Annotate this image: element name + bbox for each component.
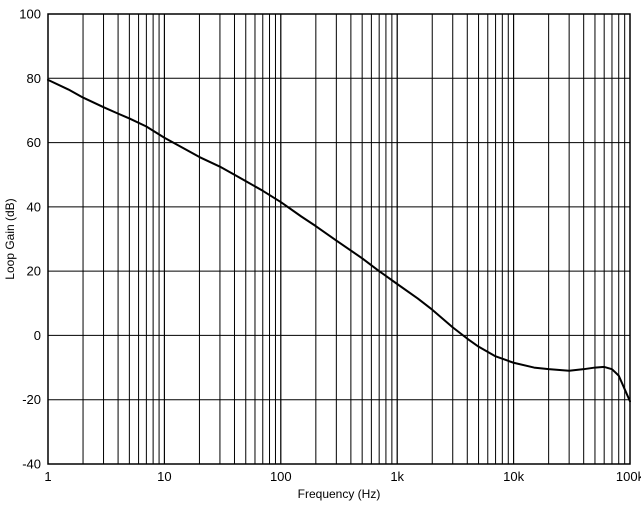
y-tick-label: -20 [22,392,41,407]
y-tick-label: 40 [27,199,41,214]
x-axis-title: Frequency (Hz) [297,487,381,501]
x-tick-label: 100 [270,469,292,484]
x-tick-label: 10 [157,469,171,484]
x-tick-label: 100k [616,469,641,484]
plot-border [47,13,631,465]
y-tick-label: 80 [27,71,41,86]
y-tick-label: 0 [34,328,41,343]
x-tick-label: 10k [503,469,524,484]
y-tick-label: 20 [27,264,41,279]
y-tick-label: 100 [19,7,41,22]
y-tick-label: -40 [22,457,41,472]
loop-gain-curve [47,78,631,403]
x-tick-label: 1 [44,469,51,484]
y-tick-label: 60 [27,135,41,150]
x-tick-label: 1k [390,469,404,484]
y-axis-title: Loop Gain (dB) [3,198,17,280]
